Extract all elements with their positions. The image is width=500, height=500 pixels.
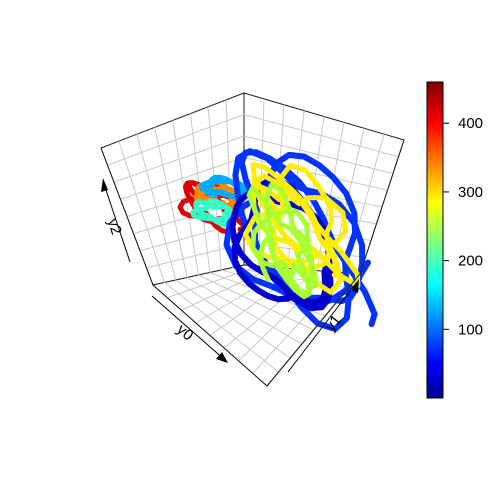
color-bar-ticks: 100 200 300 400 [443,115,483,338]
color-legend: 100 200 300 400 [426,81,483,399]
color-bar-tick-label: 400 [458,115,483,132]
data-curves [177,148,378,332]
color-bar-tick-label: 300 [458,184,483,201]
box-edge [266,273,361,387]
axis-arrows [101,178,359,373]
x-axis-arrow [151,295,226,361]
color-bar [426,81,444,399]
box-front-edges [100,139,405,387]
y-axis-arrow [287,281,358,373]
box-edge [152,284,268,387]
z-axis-arrowhead [101,178,108,192]
color-bar-tick-label: 100 [458,321,483,338]
y-axis-arrowhead [352,279,359,293]
series-curve [242,161,361,295]
grid-line [223,270,317,349]
z-axis-label: y2 [104,216,125,236]
box-edge [359,139,405,275]
color-bar-tick-label: 200 [458,253,483,270]
x-axis-arrowhead [216,352,228,363]
series-curve [223,148,378,332]
box-edge [100,147,154,286]
series-curve [246,182,319,300]
z-axis-arrow [102,180,131,263]
x-axis-label: y0 [173,321,196,344]
